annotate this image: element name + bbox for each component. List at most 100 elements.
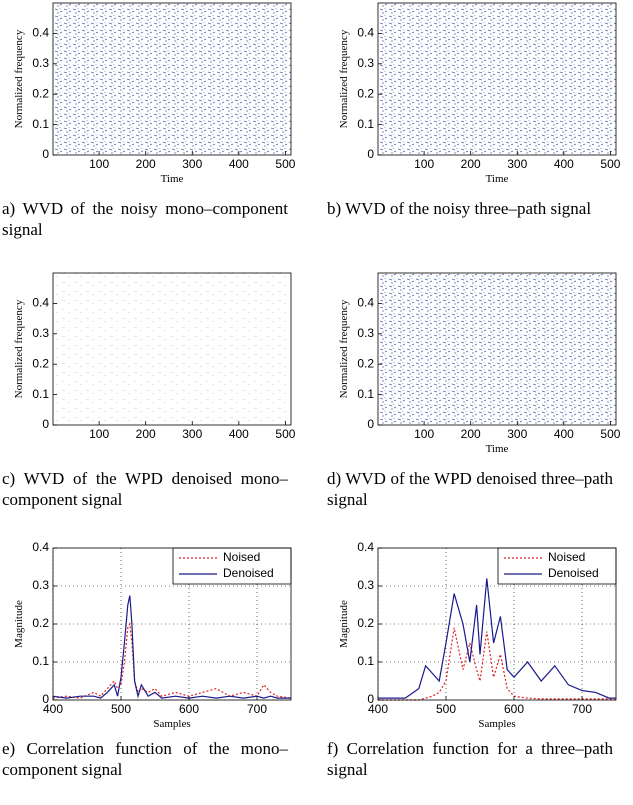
x-tick-label: 300 — [182, 427, 202, 441]
x-tick-label: 100 — [89, 157, 109, 171]
x-tick-label: 400 — [368, 702, 388, 716]
x-axis-label: Time — [486, 173, 509, 185]
x-tick-label: 400 — [43, 702, 63, 716]
x-axis-label: Samples — [153, 718, 190, 730]
y-tick-label: 0 — [367, 417, 374, 431]
legend-label: Noised — [548, 550, 585, 564]
legend-label: Denoised — [223, 566, 274, 580]
y-tick-label: 0.3 — [32, 578, 49, 592]
caption: a) WVD of the noisy mono–component signa… — [2, 199, 288, 239]
chart: 100 200 300 400 500 0 0.1 0.2 0.3 0.4 Normalized f… — [13, 272, 296, 441]
x-tick-label: 300 — [507, 427, 527, 441]
y-tick-label: 0.2 — [32, 616, 49, 630]
x-tick-label: 200 — [136, 427, 156, 441]
series-line — [52, 622, 292, 699]
texture — [378, 273, 616, 425]
y-tick-label: 0.3 — [357, 578, 374, 592]
chart: 100 200 300 400 500 0 0.1 0.2 0.3 0.4 Time Normaliz… — [13, 2, 296, 185]
y-tick-label: 0.3 — [357, 326, 374, 340]
y-tick-label: 0.4 — [357, 26, 374, 40]
texture — [378, 3, 616, 155]
y-tick-label: 0.2 — [32, 86, 49, 100]
y-tick-label: 0.4 — [32, 540, 49, 554]
panel: 100 200 300 400 500 0 0.1 0.2 0.3 0.4 Normalized f… — [0, 270, 308, 535]
x-tick-label: 100 — [414, 427, 434, 441]
y-tick-label: 0.2 — [357, 86, 374, 100]
x-tick-label: 300 — [182, 157, 202, 171]
x-tick-label: 100 — [89, 427, 109, 441]
x-tick-label: 500 — [436, 702, 456, 716]
y-tick-label: 0.3 — [32, 326, 49, 340]
legend-label: Noised — [223, 550, 260, 564]
series-line — [52, 595, 291, 699]
x-tick-label: 300 — [507, 157, 527, 171]
x-tick-label: 400 — [229, 427, 249, 441]
chart: Noised Denoised 400 500 600 700 0 0.1 0.2 0.3 0.4 S… — [338, 540, 617, 730]
y-axis-label: Normalized frequency — [13, 29, 25, 128]
y-tick-label: 0.1 — [357, 387, 374, 401]
x-tick-label: 400 — [229, 157, 249, 171]
y-tick-label: 0.3 — [32, 56, 49, 70]
y-tick-label: 0.2 — [357, 356, 374, 370]
x-tick-label: 200 — [136, 157, 156, 171]
x-tick-label: 700 — [247, 702, 267, 716]
x-tick-label: 500 — [600, 427, 620, 441]
y-tick-label: 0.4 — [32, 26, 49, 40]
y-axis-label: Normalized frequency — [13, 299, 25, 398]
y-tick-label: 0 — [367, 692, 374, 706]
x-tick-label: 100 — [414, 157, 434, 171]
panel: Noised Denoised 400 500 600 700 0 0.1 0.2 0.3 0.4 S… — [0, 540, 308, 805]
series-line — [378, 627, 617, 701]
chart: 100 200 300 400 500 0 0.1 0.2 0.3 0.4 Time Normaliz… — [338, 2, 621, 185]
caption: f) Correlation function for a three–path… — [327, 739, 613, 779]
y-tick-label: 0.4 — [32, 296, 49, 310]
texture — [53, 3, 291, 155]
x-tick-label: 200 — [461, 427, 481, 441]
x-tick-label: 500 — [275, 427, 295, 441]
x-tick-label: 500 — [600, 157, 620, 171]
x-tick-label: 500 — [275, 157, 295, 171]
chart: Noised Denoised 400 500 600 700 0 0.1 0.2 0.3 0.4 S… — [13, 540, 292, 730]
panel: 100 200 300 400 500 0 0.1 0.2 0.3 0.4 Time Normaliz… — [0, 0, 308, 265]
x-axis-label: Time — [161, 173, 184, 185]
y-tick-label: 0.1 — [32, 654, 49, 668]
chart: 100 200 300 400 500 0 0.1 0.2 0.3 0.4 Time Normaliz… — [338, 272, 621, 455]
y-tick-label: 0.1 — [32, 387, 49, 401]
y-tick-label: 0.1 — [32, 117, 49, 131]
x-tick-label: 400 — [554, 157, 574, 171]
y-tick-label: 0.4 — [357, 296, 374, 310]
panel: 100 200 300 400 500 0 0.1 0.2 0.3 0.4 Time Normaliz… — [325, 270, 633, 535]
x-tick-label: 200 — [461, 157, 481, 171]
plot-frame — [52, 2, 292, 156]
panel: Noised Denoised 400 500 600 700 0 0.1 0.2 0.3 0.4 S… — [325, 540, 633, 805]
y-axis-label: Normalized frequency — [338, 299, 350, 398]
x-tick-label: 700 — [572, 702, 592, 716]
y-tick-label: 0.1 — [357, 117, 374, 131]
x-tick-label: 600 — [504, 702, 524, 716]
plot-frame — [52, 272, 292, 426]
caption: c) WVD of the WPD denoised mono–componen… — [2, 469, 288, 509]
plot-frame — [377, 2, 617, 156]
y-tick-label: 0.3 — [357, 56, 374, 70]
legend-box — [497, 547, 617, 585]
series-line — [378, 578, 616, 699]
caption: b) WVD of the noisy three–path signal — [327, 199, 592, 218]
legend-label: Denoised — [548, 566, 599, 580]
caption: e) Correlation function of the mono–comp… — [2, 739, 288, 779]
x-tick-label: 600 — [179, 702, 199, 716]
y-tick-label: 0 — [42, 417, 49, 431]
caption: d) WVD of the WPD denoised three–path si… — [327, 469, 613, 509]
y-tick-label: 0 — [367, 147, 374, 161]
y-tick-label: 0.4 — [357, 540, 374, 554]
plot-frame — [377, 272, 617, 426]
y-tick-label: 0 — [42, 692, 49, 706]
y-tick-label: 0 — [42, 147, 49, 161]
y-axis-label: Normalized frequency — [338, 29, 350, 128]
x-axis-label: Time — [486, 443, 509, 455]
y-axis-label: Magnitude — [13, 600, 25, 648]
texture — [53, 273, 291, 425]
x-tick-label: 400 — [554, 427, 574, 441]
y-tick-label: 0.2 — [32, 356, 49, 370]
y-tick-label: 0.1 — [357, 654, 374, 668]
